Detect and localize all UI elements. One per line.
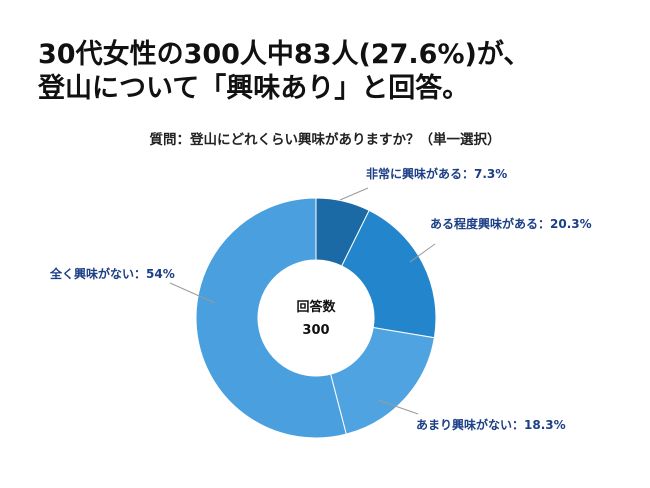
chart-title: 質問：登山にどれくらい興味がありますか？（単一選択） (149, 132, 501, 148)
headline: 30代女性の300人中83人(27.6%)が、 登山について「興味あり」と回答。 (38, 38, 628, 106)
slice-label-1: 非常に興味がある：7.3% (366, 166, 507, 181)
headline-line-1: 30代女性の300人中83人(27.6%)が、 (38, 39, 531, 70)
center-value: 300 (302, 323, 329, 338)
leader-line-4 (169, 282, 216, 304)
leader-line-3 (377, 399, 419, 415)
center-label: 回答数 (296, 299, 336, 315)
headline-line-2: 登山について「興味あり」と回答。 (38, 73, 470, 104)
donut-slice-3 (330, 326, 435, 435)
slice-label-3: あまり興味がない：18.3% (416, 417, 566, 432)
slice-label-2: ある程度興味がある：20.3% (430, 216, 592, 231)
donut-slice-4 (195, 197, 347, 439)
slice-label-4: 全く興味がない：54% (49, 266, 175, 281)
leader-line-2 (409, 243, 436, 263)
donut-slice-2 (341, 209, 437, 339)
leader-line-1 (339, 187, 369, 201)
